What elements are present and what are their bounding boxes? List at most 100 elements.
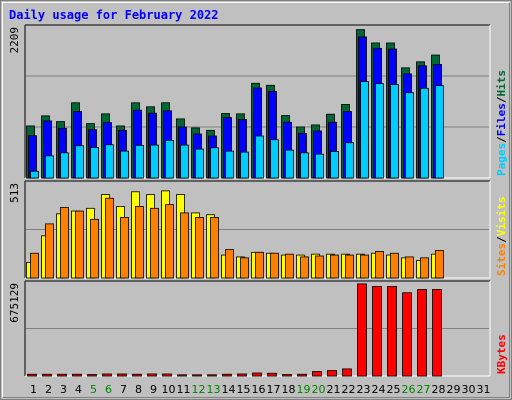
x-tick-label: 24 — [372, 383, 386, 396]
x-tick-label: 19 — [297, 383, 311, 396]
bar-kbytes — [372, 286, 382, 377]
x-tick-label: 23 — [357, 383, 371, 396]
bar-sites — [435, 250, 444, 279]
bar-sites — [225, 249, 234, 279]
bar-pages — [435, 85, 444, 179]
bar-sites — [210, 217, 219, 279]
x-tick-label: 10 — [162, 383, 176, 396]
x-tick-label: 20 — [312, 383, 326, 396]
bar-kbytes — [237, 373, 247, 377]
bar-pages — [345, 142, 354, 179]
bar-pages — [30, 170, 39, 179]
bar-kbytes — [27, 373, 37, 377]
bar-pages — [150, 144, 159, 179]
y-max-label: 2209 — [8, 27, 21, 54]
bar-sites — [150, 207, 159, 279]
bar-sites — [120, 217, 129, 279]
bar-pages — [180, 144, 189, 179]
legend-entry: Visits — [495, 197, 508, 237]
bar-kbytes — [252, 372, 262, 377]
bar-kbytes — [192, 374, 202, 377]
bar-sites — [195, 217, 204, 279]
bar-pages — [405, 92, 414, 179]
bar-sites — [315, 255, 324, 279]
x-tick-label: 26 — [402, 383, 416, 396]
x-tick-label: 27 — [417, 383, 431, 396]
bar-pages — [210, 147, 219, 179]
x-tick-label: 14 — [222, 383, 236, 396]
bar-kbytes — [102, 373, 112, 377]
x-tick-label: 31 — [477, 383, 491, 396]
x-tick-label: 6 — [105, 383, 112, 396]
bar-sites — [30, 252, 39, 279]
legend-entry: Hits — [495, 70, 508, 97]
bar-pages — [420, 87, 429, 179]
legend-entry: KBytes — [495, 334, 508, 374]
bar-pages — [60, 152, 69, 179]
x-tick-label: 22 — [342, 383, 356, 396]
bar-sites — [330, 254, 339, 279]
x-tick-label: 16 — [252, 383, 266, 396]
bar-pages — [240, 151, 249, 179]
bar-kbytes — [297, 373, 307, 377]
bar-kbytes — [222, 373, 232, 377]
bar-kbytes — [117, 373, 127, 377]
bar-kbytes — [357, 283, 367, 377]
bar-sites — [165, 204, 174, 279]
bar-pages — [165, 139, 174, 179]
bar-pages — [315, 153, 324, 179]
chart-title: Daily usage for February 2022 — [9, 8, 219, 22]
bar-kbytes — [312, 371, 322, 377]
bar-sites — [180, 212, 189, 279]
bar-kbytes — [72, 373, 82, 377]
legend: Sites/Visits — [495, 197, 508, 277]
legend-entry: / — [495, 96, 508, 103]
x-tick-label: 4 — [75, 383, 82, 396]
legend-entry: Files — [495, 103, 508, 136]
x-tick-label: 29 — [447, 383, 461, 396]
bar-pages — [135, 145, 144, 179]
bar-kbytes — [432, 289, 442, 377]
bar-sites — [375, 251, 384, 279]
bar-sites — [300, 256, 309, 279]
panel-visits-sites: 513 Sites/Visits — [8, 180, 508, 279]
bar-kbytes — [342, 368, 352, 377]
panel-kbytes: 675129 KBytes — [8, 280, 508, 377]
bar-sites — [345, 254, 354, 279]
legend: KBytes — [495, 334, 508, 374]
bar-kbytes — [327, 370, 337, 377]
y-max-label: 513 — [8, 183, 21, 203]
bar-sites — [45, 223, 54, 279]
bar-kbytes — [267, 372, 277, 377]
bar-sites — [390, 252, 399, 279]
legend-entry: Pages — [495, 143, 508, 176]
legend-entry: / — [495, 136, 508, 143]
x-tick-label: 1 — [30, 383, 37, 396]
bar-pages — [75, 145, 84, 179]
bar-pages — [225, 150, 234, 179]
x-tick-label: 2 — [45, 383, 52, 396]
bar-kbytes — [132, 373, 142, 377]
bar-kbytes — [417, 289, 427, 377]
x-tick-label: 8 — [135, 383, 142, 396]
x-tick-label: 7 — [120, 383, 127, 396]
bar-pages — [105, 144, 114, 179]
bar-pages — [270, 139, 279, 179]
x-tick-label: 3 — [60, 383, 67, 396]
bar-pages — [45, 155, 54, 179]
bar-kbytes — [207, 374, 217, 377]
bar-sites — [420, 257, 429, 279]
bar-pages — [195, 148, 204, 179]
bar-sites — [360, 254, 369, 279]
bar-pages — [120, 150, 129, 179]
bar-sites — [135, 206, 144, 279]
legend-entry: Sites — [495, 243, 508, 276]
bar-pages — [390, 84, 399, 179]
bar-sites — [75, 210, 84, 279]
bar-sites — [405, 256, 414, 279]
x-tick-label: 9 — [150, 383, 157, 396]
x-tick-label: 17 — [267, 383, 281, 396]
